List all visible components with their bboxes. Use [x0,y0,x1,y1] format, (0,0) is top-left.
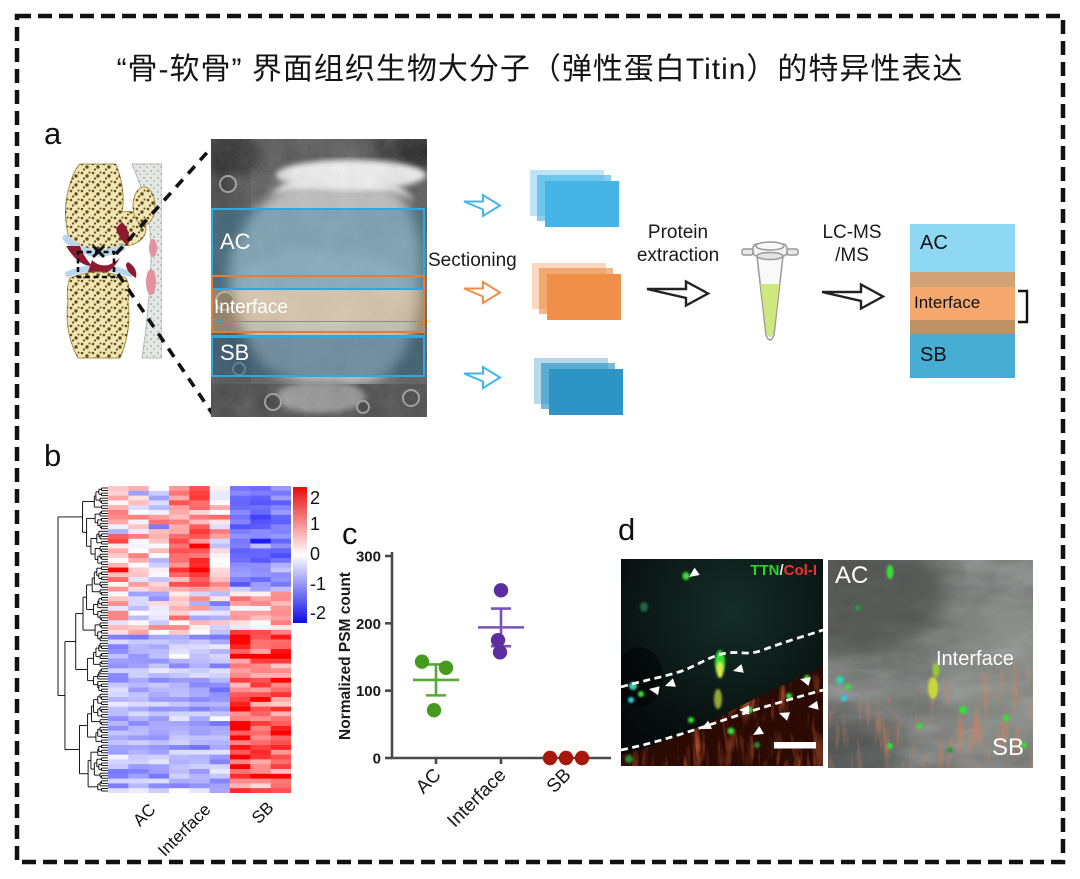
svg-text:SB: SB [543,765,576,798]
arrowhead-markers [649,567,819,735]
svg-text:Interface: Interface [443,765,510,832]
svg-text:200: 200 [356,616,381,633]
result-sb-label: SB [920,344,947,366]
panel-a-letter: a [44,116,62,151]
result-interface-label: Interface [914,293,981,312]
panel-c-letter: c [342,516,358,551]
svg-text:300: 300 [356,549,381,566]
colorbar-tick-neg1: -1 [310,574,327,594]
result-interface-band: Interface [910,287,1015,320]
interface-bracket [1018,289,1029,324]
section-arrow-interface-icon [463,280,502,305]
result-ac-band: AC [910,224,1015,272]
lcms-label: LC-MS /MS [822,222,882,266]
sem-interface-label: Interface [214,297,288,318]
col1-label: Col-I [783,562,817,579]
result-sb-band: SB [910,334,1015,378]
sectioning-label: Sectioning [428,250,517,271]
panel-d-letter: d [618,512,636,547]
stain-legend: TTN/Col-I [750,562,817,579]
section-arrow-sb-icon [463,365,502,390]
sem-sb-label: SB [220,340,250,365]
figure-title: “骨-软骨” 界面组织生物大分子（弹性蛋白Titin）的特异性表达 [116,53,964,86]
result-tan-bottom-band [910,320,1015,334]
panel-b-letter: b [44,438,62,473]
protein-extraction-arrow-icon [646,279,711,308]
result-column: AC Interface SB [910,224,1015,378]
sb-section-stack [534,358,626,418]
protein-extraction-label: Protein extraction [636,222,720,266]
fluorescence-image-right: AC Interface SB [768,533,1063,794]
heatmap-row-dendrogram [57,487,108,792]
sem-interface-tint [211,290,425,332]
fluorescence-image-left: TTN/Col-I [615,559,824,766]
lcms-arrow-icon [821,282,886,311]
ac-section-stack [530,170,622,230]
result-ac-label: AC [920,232,948,254]
sem-micrograph: AC Interface SB [193,129,459,417]
colorbar-tick-2: 2 [310,488,321,508]
right-image-interface-label: Interface [936,648,1014,670]
svg-text:AC: AC [412,765,446,799]
sem-ac-label: AC [220,229,251,254]
section-arrow-ac-icon [463,193,502,218]
scale-bar [774,742,816,749]
knee-joint-illustration [62,163,162,359]
right-image-ac-label: AC [835,562,869,589]
right-image-sb-label: SB [992,734,1025,761]
colorbar-tick-1: 1 [310,514,321,534]
svg-text:100: 100 [356,683,381,700]
sem-interface-region [211,275,425,333]
sem-sb-region [211,336,425,377]
colorbar-tick-0: 0 [310,544,321,564]
svg-text:0: 0 [373,751,381,768]
stain-separator: / [779,562,784,579]
interface-section-stack [532,263,624,323]
svg-text:Normalized PSM count: Normalized PSM count [337,572,354,740]
colorbar-tick-neg2: -2 [310,603,327,623]
result-tan-top-band [910,272,1015,287]
ttn-label: TTN [750,562,780,579]
proteomics-heatmap [108,486,291,793]
heatmap-colorbar [293,487,307,623]
sample-tube-icon [741,241,799,341]
